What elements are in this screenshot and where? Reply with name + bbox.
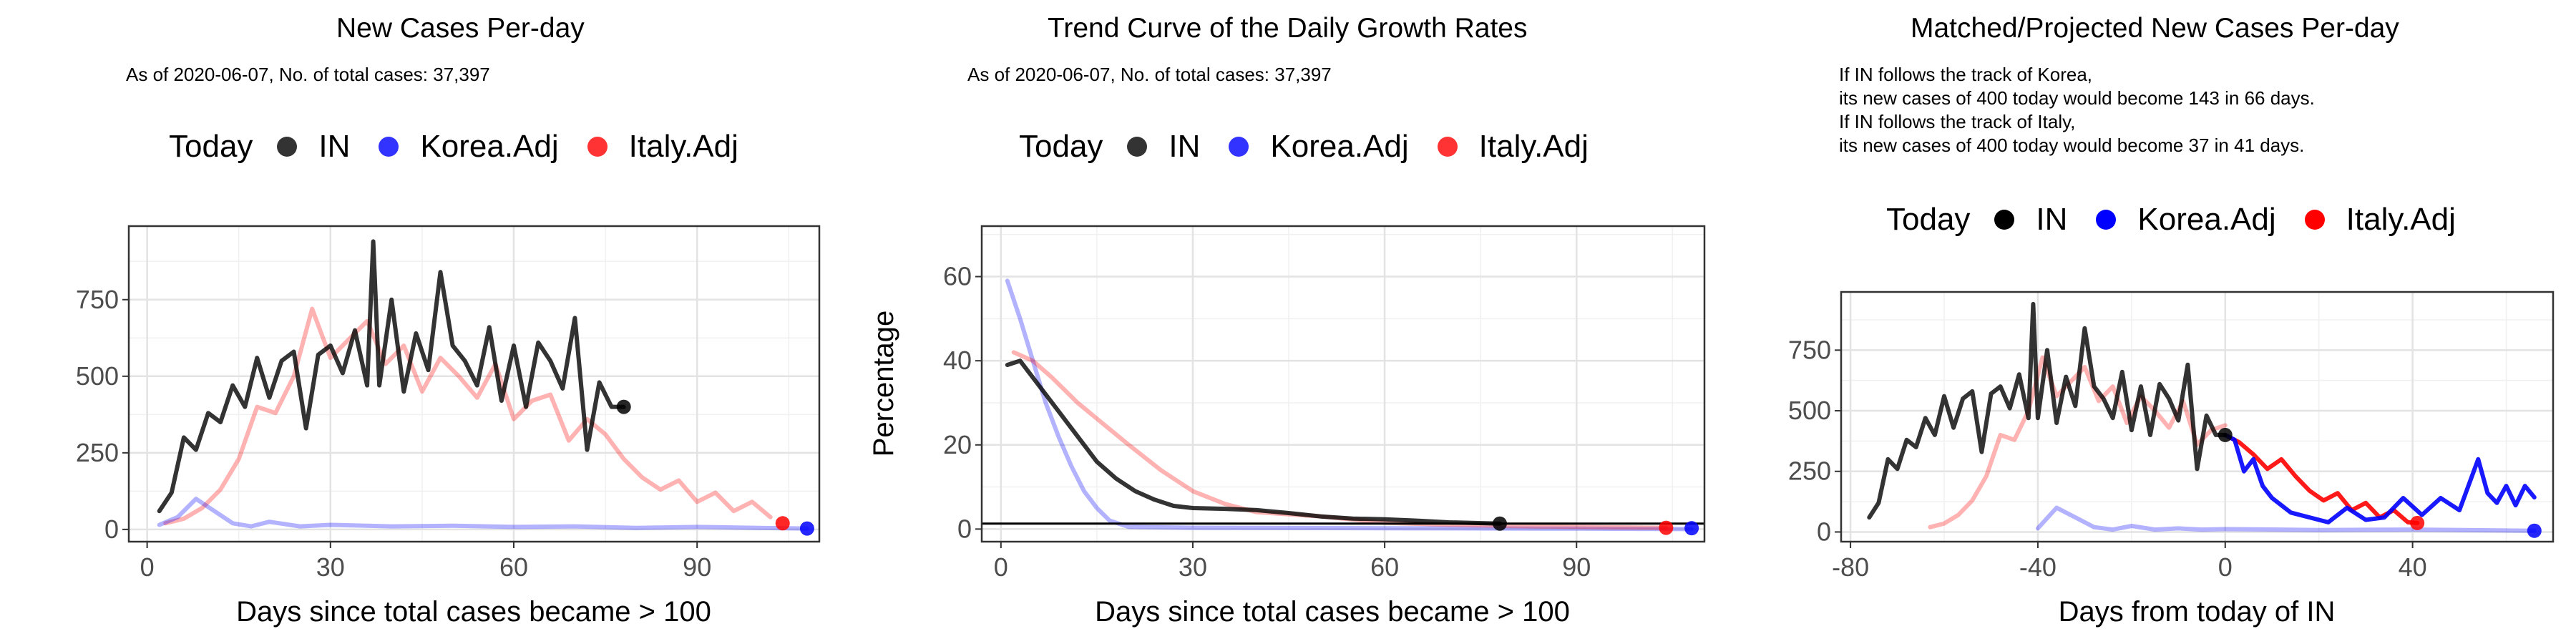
chart-panel-2: Trend Curve of the Daily Growth Rates As… (859, 0, 1717, 644)
today-point-italy-adj (1659, 520, 1674, 535)
panel-border (127, 225, 821, 543)
y-tick-label: 0 (1817, 517, 1831, 546)
series-line-in (1867, 301, 2228, 520)
legend-dot-italy (587, 137, 608, 157)
legend-dot-in (1994, 210, 2015, 230)
x-axis-label: Days since total cases became > 100 (1095, 596, 1570, 628)
x-tick-label: 30 (1179, 552, 1207, 582)
series-line-italy-adj-projected (2223, 432, 2420, 525)
legend-dot-korea (1229, 137, 1249, 157)
y-tick-label: 40 (943, 346, 972, 375)
x-tick-label: 0 (2218, 552, 2233, 582)
legend: Today IN Korea.Adj Italy.Adj (1019, 129, 1617, 165)
plot-area: -80 -40 0 40 0 250 500 750 (1788, 291, 2555, 582)
x-tick-label: 60 (499, 552, 528, 582)
legend-label-in: IN (318, 129, 351, 164)
today-point-in (2218, 427, 2233, 442)
legend-dot-korea (2096, 210, 2117, 230)
series-line-korea-adj-projected (2223, 432, 2537, 525)
legend-label-italy: Italy.Adj (628, 129, 738, 164)
y-axis-label: Percentage (868, 311, 899, 457)
legend-label-italy: Italy.Adj (2346, 202, 2456, 237)
today-point-in (616, 399, 631, 414)
x-tick-label: 30 (316, 552, 345, 582)
x-tick-label: -40 (2019, 552, 2057, 582)
legend-dot-korea (379, 137, 399, 157)
legend-title: Today (1886, 202, 1971, 237)
legend-label-in: IN (1169, 129, 1201, 164)
series-line-korea-adj (2035, 505, 2537, 533)
series-line-italy-adj (1011, 350, 1669, 530)
legend-title: Today (169, 129, 253, 164)
today-point-italy-adj (775, 516, 790, 531)
chart-title: New Cases Per-day (336, 13, 585, 44)
chart-subtitle: As of 2020-06-07, No. of total cases: 37… (126, 64, 490, 85)
legend-label-korea: Korea.Adj (1270, 129, 1409, 164)
y-tick-label: 250 (1788, 457, 1831, 486)
series-line-korea-adj (157, 497, 809, 531)
x-axis-label: Days from today of IN (2059, 596, 2336, 628)
panel-border (1840, 291, 2555, 543)
y-tick-label: 0 (104, 514, 119, 544)
today-point-in (1492, 516, 1507, 531)
chart-subtitle-line-3: If IN follows the track of Italy, (1839, 111, 2076, 132)
legend-label-korea: Korea.Adj (420, 129, 559, 164)
y-tick-label: 500 (76, 361, 119, 391)
panel-border (980, 225, 1706, 543)
legend-title: Today (1019, 129, 1103, 164)
chart-title: Trend Curve of the Daily Growth Rates (1048, 13, 1528, 44)
legend: Today IN Korea.Adj Italy.Adj (169, 129, 767, 165)
legend-dot-italy (1437, 137, 1458, 157)
y-tick-label: 500 (1788, 396, 1831, 425)
series-line-in (157, 239, 626, 514)
series-line-italy-adj (163, 306, 773, 526)
y-tick-label: 0 (957, 514, 972, 543)
y-tick-label: 250 (76, 438, 119, 467)
x-tick-label: 40 (2399, 552, 2427, 582)
today-point-italy-adj (2410, 515, 2425, 530)
x-tick-label: 60 (1370, 552, 1399, 582)
chart-subtitle-line-2: its new cases of 400 today would become … (1839, 87, 2315, 109)
legend-dot-in (277, 137, 298, 157)
x-axis-label: Days since total cases became > 100 (236, 596, 711, 628)
legend: Today IN Korea.Adj Italy.Adj (1886, 202, 2484, 238)
chart-subtitle-line-4: its new cases of 400 today would become … (1839, 135, 2305, 156)
legend-dot-in (1127, 137, 1148, 157)
plot-area: 0 30 60 90 0 250 500 750 (76, 225, 821, 582)
x-tick-label: -80 (1832, 552, 1869, 582)
legend-label-in: IN (2036, 202, 2068, 237)
chart-svg: -80 -40 0 40 0 250 500 750 Days from today of I… (1788, 291, 2555, 628)
chart-subtitle-line-1: If IN follows the track of Korea, (1839, 64, 2093, 85)
chart-subtitle: As of 2020-06-07, No. of total cases: 37… (967, 64, 1332, 85)
plot-area: 0 30 60 90 0 20 40 60 (943, 225, 1706, 582)
today-point-korea-adj (799, 521, 814, 536)
chart-panel-1: New Cases Per-day As of 2020-06-07, No. … (0, 0, 859, 644)
legend-dot-italy (2304, 210, 2325, 230)
today-point-korea-adj (2527, 523, 2542, 538)
legend-label-italy: Italy.Adj (1478, 129, 1589, 164)
series-line-korea-adj (1005, 278, 1694, 532)
chart-svg: 0 30 60 90 0 20 40 60 Days since total cases be… (868, 225, 1706, 628)
today-point-korea-adj (1684, 521, 1699, 536)
chart-title: Matched/Projected New Cases Per-day (1911, 13, 2399, 44)
series-line-in (1005, 358, 1502, 526)
x-tick-label: 90 (683, 552, 711, 582)
y-tick-label: 20 (943, 430, 972, 459)
y-tick-label: 60 (943, 262, 972, 291)
x-tick-label: 90 (1562, 552, 1591, 582)
chart-panel-3: Matched/Projected New Cases Per-day If I… (1717, 0, 2576, 644)
x-tick-label: 0 (140, 552, 155, 582)
y-tick-label: 750 (76, 285, 119, 314)
chart-svg: 0 30 60 90 0 250 500 750 Days since total cases… (76, 225, 821, 628)
y-tick-label: 750 (1788, 335, 1831, 364)
x-tick-label: 0 (994, 552, 1008, 582)
legend-label-korea: Korea.Adj (2137, 202, 2276, 237)
